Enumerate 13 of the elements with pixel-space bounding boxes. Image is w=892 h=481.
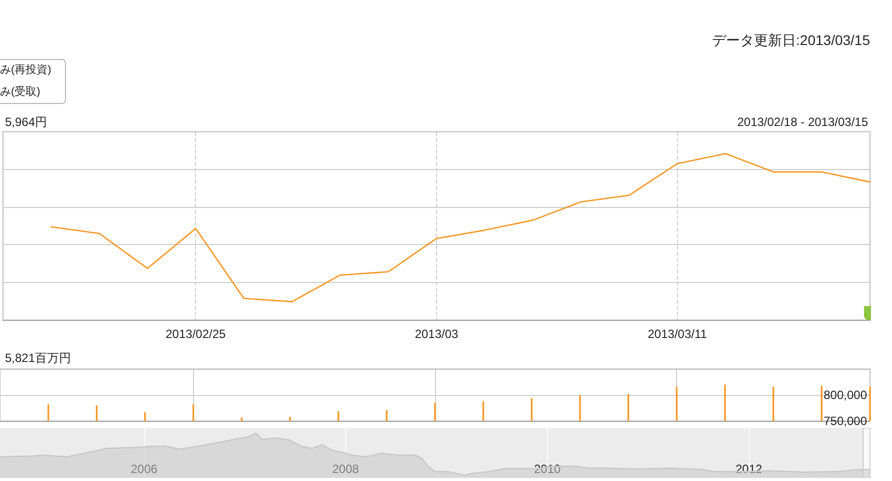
x-tick-label: 2013/02/25: [166, 327, 226, 341]
text: み(再投資): [0, 64, 52, 76]
x-tick-label: 2008: [332, 462, 360, 476]
x-tick-label: 2013/03: [414, 327, 459, 341]
x-tick-label: 2013/03/11: [648, 327, 708, 341]
y-tick-label: 750,000: [824, 414, 868, 428]
text: 5,821百万円: [5, 351, 72, 365]
text: 5,964円: [5, 115, 48, 129]
text: み(受取): [0, 86, 40, 98]
text: データ更新日:2013/03/15: [712, 32, 870, 48]
x-tick-label: 2006: [130, 462, 158, 476]
text: 2013/02/18 - 2013/03/15: [737, 115, 868, 129]
y-tick-label: 800,000: [824, 388, 868, 402]
